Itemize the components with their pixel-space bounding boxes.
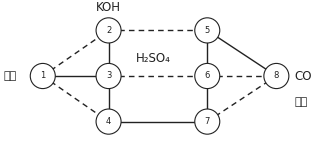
Text: CO: CO (294, 69, 312, 83)
Text: 2: 2 (106, 26, 111, 35)
Text: 起点: 起点 (3, 71, 16, 81)
Ellipse shape (96, 63, 121, 89)
Text: 7: 7 (205, 117, 210, 126)
Ellipse shape (264, 63, 289, 89)
Text: 1: 1 (40, 71, 45, 81)
Ellipse shape (96, 109, 121, 134)
Text: KOH: KOH (96, 1, 121, 14)
Text: 终点: 终点 (294, 97, 308, 107)
Text: 6: 6 (205, 71, 210, 81)
Text: 5: 5 (205, 26, 210, 35)
Text: 3: 3 (106, 71, 111, 81)
Ellipse shape (195, 18, 220, 43)
Text: H₂SO₄: H₂SO₄ (136, 52, 170, 65)
Text: 4: 4 (106, 117, 111, 126)
Ellipse shape (30, 63, 55, 89)
Ellipse shape (195, 63, 220, 89)
Ellipse shape (96, 18, 121, 43)
Ellipse shape (195, 109, 220, 134)
Text: 8: 8 (274, 71, 279, 81)
